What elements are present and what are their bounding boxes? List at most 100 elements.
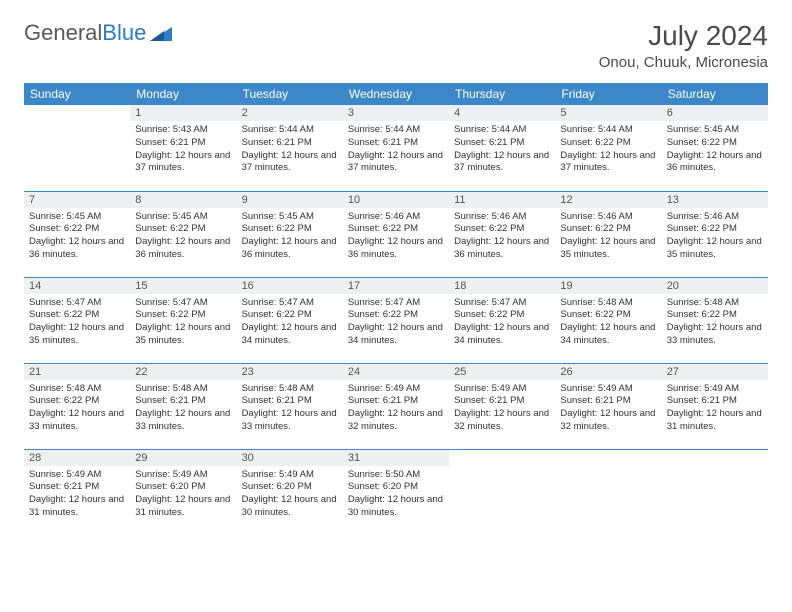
calendar-day-cell: 2Sunrise: 5:44 AMSunset: 6:21 PMDaylight… xyxy=(237,105,343,191)
day-details: Sunrise: 5:44 AMSunset: 6:21 PMDaylight:… xyxy=(343,121,449,179)
day-number: 13 xyxy=(662,192,768,208)
day-number: 8 xyxy=(130,192,236,208)
day-number: 27 xyxy=(662,364,768,380)
day-details: Sunrise: 5:49 AMSunset: 6:21 PMDaylight:… xyxy=(662,380,768,438)
day-number: 12 xyxy=(555,192,661,208)
calendar-week-row: 14Sunrise: 5:47 AMSunset: 6:22 PMDayligh… xyxy=(24,277,768,363)
day-number: 6 xyxy=(662,105,768,121)
calendar-day-cell: 14Sunrise: 5:47 AMSunset: 6:22 PMDayligh… xyxy=(24,277,130,363)
day-number: 20 xyxy=(662,278,768,294)
calendar-body: 1Sunrise: 5:43 AMSunset: 6:21 PMDaylight… xyxy=(24,105,768,535)
calendar-day-cell: 8Sunrise: 5:45 AMSunset: 6:22 PMDaylight… xyxy=(130,191,236,277)
day-number: 15 xyxy=(130,278,236,294)
calendar-day-cell: 1Sunrise: 5:43 AMSunset: 6:21 PMDaylight… xyxy=(130,105,236,191)
calendar-week-row: 7Sunrise: 5:45 AMSunset: 6:22 PMDaylight… xyxy=(24,191,768,277)
logo: GeneralBlue xyxy=(24,20,172,46)
day-number: 7 xyxy=(24,192,130,208)
day-details: Sunrise: 5:49 AMSunset: 6:20 PMDaylight:… xyxy=(237,466,343,524)
day-number: 22 xyxy=(130,364,236,380)
day-details: Sunrise: 5:47 AMSunset: 6:22 PMDaylight:… xyxy=(237,294,343,352)
calendar-day-cell: 30Sunrise: 5:49 AMSunset: 6:20 PMDayligh… xyxy=(237,449,343,535)
calendar-day-cell: 25Sunrise: 5:49 AMSunset: 6:21 PMDayligh… xyxy=(449,363,555,449)
day-number: 1 xyxy=(130,105,236,121)
calendar-day-cell: 4Sunrise: 5:44 AMSunset: 6:21 PMDaylight… xyxy=(449,105,555,191)
day-details: Sunrise: 5:50 AMSunset: 6:20 PMDaylight:… xyxy=(343,466,449,524)
day-number: 26 xyxy=(555,364,661,380)
day-details: Sunrise: 5:43 AMSunset: 6:21 PMDaylight:… xyxy=(130,121,236,179)
day-number: 9 xyxy=(237,192,343,208)
calendar-empty-cell xyxy=(662,449,768,535)
weekday-header: Saturday xyxy=(662,83,768,105)
day-details: Sunrise: 5:45 AMSunset: 6:22 PMDaylight:… xyxy=(24,208,130,266)
day-details: Sunrise: 5:48 AMSunset: 6:22 PMDaylight:… xyxy=(662,294,768,352)
day-details: Sunrise: 5:45 AMSunset: 6:22 PMDaylight:… xyxy=(130,208,236,266)
calendar-day-cell: 24Sunrise: 5:49 AMSunset: 6:21 PMDayligh… xyxy=(343,363,449,449)
day-number: 16 xyxy=(237,278,343,294)
calendar-day-cell: 18Sunrise: 5:47 AMSunset: 6:22 PMDayligh… xyxy=(449,277,555,363)
calendar-day-cell: 15Sunrise: 5:47 AMSunset: 6:22 PMDayligh… xyxy=(130,277,236,363)
calendar-table: SundayMondayTuesdayWednesdayThursdayFrid… xyxy=(24,83,768,535)
day-details: Sunrise: 5:49 AMSunset: 6:20 PMDaylight:… xyxy=(130,466,236,524)
calendar-day-cell: 13Sunrise: 5:46 AMSunset: 6:22 PMDayligh… xyxy=(662,191,768,277)
day-details: Sunrise: 5:48 AMSunset: 6:22 PMDaylight:… xyxy=(555,294,661,352)
calendar-day-cell: 23Sunrise: 5:48 AMSunset: 6:21 PMDayligh… xyxy=(237,363,343,449)
day-details: Sunrise: 5:46 AMSunset: 6:22 PMDaylight:… xyxy=(555,208,661,266)
day-number: 30 xyxy=(237,450,343,466)
day-details: Sunrise: 5:46 AMSunset: 6:22 PMDaylight:… xyxy=(449,208,555,266)
header: GeneralBlue July 2024 Onou, Chuuk, Micro… xyxy=(24,20,768,71)
weekday-header: Monday xyxy=(130,83,236,105)
calendar-day-cell: 22Sunrise: 5:48 AMSunset: 6:21 PMDayligh… xyxy=(130,363,236,449)
calendar-day-cell: 28Sunrise: 5:49 AMSunset: 6:21 PMDayligh… xyxy=(24,449,130,535)
day-number: 23 xyxy=(237,364,343,380)
day-details: Sunrise: 5:47 AMSunset: 6:22 PMDaylight:… xyxy=(130,294,236,352)
day-details: Sunrise: 5:49 AMSunset: 6:21 PMDaylight:… xyxy=(449,380,555,438)
calendar-empty-cell xyxy=(555,449,661,535)
day-number: 29 xyxy=(130,450,236,466)
day-number: 10 xyxy=(343,192,449,208)
calendar-day-cell: 12Sunrise: 5:46 AMSunset: 6:22 PMDayligh… xyxy=(555,191,661,277)
calendar-day-cell: 20Sunrise: 5:48 AMSunset: 6:22 PMDayligh… xyxy=(662,277,768,363)
logo-text: GeneralBlue xyxy=(24,20,146,46)
day-details: Sunrise: 5:48 AMSunset: 6:21 PMDaylight:… xyxy=(237,380,343,438)
day-number: 28 xyxy=(24,450,130,466)
logo-triangle-icon xyxy=(150,25,172,41)
day-number: 17 xyxy=(343,278,449,294)
calendar-day-cell: 29Sunrise: 5:49 AMSunset: 6:20 PMDayligh… xyxy=(130,449,236,535)
calendar-day-cell: 31Sunrise: 5:50 AMSunset: 6:20 PMDayligh… xyxy=(343,449,449,535)
calendar-day-cell: 16Sunrise: 5:47 AMSunset: 6:22 PMDayligh… xyxy=(237,277,343,363)
day-details: Sunrise: 5:45 AMSunset: 6:22 PMDaylight:… xyxy=(237,208,343,266)
day-details: Sunrise: 5:47 AMSunset: 6:22 PMDaylight:… xyxy=(24,294,130,352)
calendar-day-cell: 26Sunrise: 5:49 AMSunset: 6:21 PMDayligh… xyxy=(555,363,661,449)
calendar-day-cell: 6Sunrise: 5:45 AMSunset: 6:22 PMDaylight… xyxy=(662,105,768,191)
weekday-header: Friday xyxy=(555,83,661,105)
calendar-empty-cell xyxy=(24,105,130,191)
calendar-week-row: 21Sunrise: 5:48 AMSunset: 6:22 PMDayligh… xyxy=(24,363,768,449)
day-details: Sunrise: 5:44 AMSunset: 6:21 PMDaylight:… xyxy=(237,121,343,179)
day-details: Sunrise: 5:49 AMSunset: 6:21 PMDaylight:… xyxy=(343,380,449,438)
day-details: Sunrise: 5:47 AMSunset: 6:22 PMDaylight:… xyxy=(343,294,449,352)
day-number: 3 xyxy=(343,105,449,121)
day-details: Sunrise: 5:49 AMSunset: 6:21 PMDaylight:… xyxy=(24,466,130,524)
day-details: Sunrise: 5:45 AMSunset: 6:22 PMDaylight:… xyxy=(662,121,768,179)
day-number: 18 xyxy=(449,278,555,294)
calendar-week-row: 28Sunrise: 5:49 AMSunset: 6:21 PMDayligh… xyxy=(24,449,768,535)
day-details: Sunrise: 5:44 AMSunset: 6:21 PMDaylight:… xyxy=(449,121,555,179)
day-number: 14 xyxy=(24,278,130,294)
weekday-header: Tuesday xyxy=(237,83,343,105)
day-number: 2 xyxy=(237,105,343,121)
calendar-day-cell: 3Sunrise: 5:44 AMSunset: 6:21 PMDaylight… xyxy=(343,105,449,191)
day-number: 21 xyxy=(24,364,130,380)
logo-text-2: Blue xyxy=(102,20,146,45)
day-number: 5 xyxy=(555,105,661,121)
logo-text-1: General xyxy=(24,20,102,45)
day-number: 31 xyxy=(343,450,449,466)
calendar-week-row: 1Sunrise: 5:43 AMSunset: 6:21 PMDaylight… xyxy=(24,105,768,191)
day-number: 11 xyxy=(449,192,555,208)
location: Onou, Chuuk, Micronesia xyxy=(599,54,768,71)
calendar-empty-cell xyxy=(449,449,555,535)
day-details: Sunrise: 5:48 AMSunset: 6:21 PMDaylight:… xyxy=(130,380,236,438)
calendar-day-cell: 27Sunrise: 5:49 AMSunset: 6:21 PMDayligh… xyxy=(662,363,768,449)
day-details: Sunrise: 5:46 AMSunset: 6:22 PMDaylight:… xyxy=(662,208,768,266)
calendar-day-cell: 11Sunrise: 5:46 AMSunset: 6:22 PMDayligh… xyxy=(449,191,555,277)
title-block: July 2024 Onou, Chuuk, Micronesia xyxy=(599,20,768,71)
